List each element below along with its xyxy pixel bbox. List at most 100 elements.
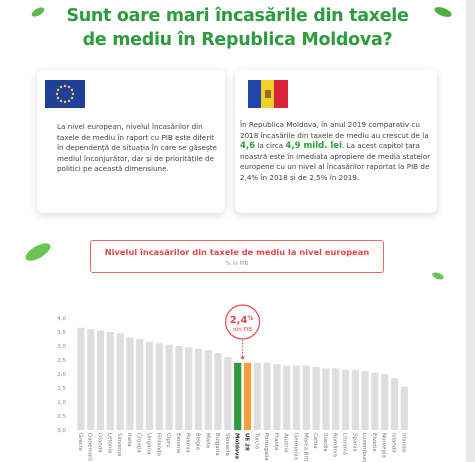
eu-flag (45, 80, 85, 108)
bar (224, 357, 232, 430)
bar (87, 329, 95, 430)
chart-title: Nivelul încasărilor din taxele de mediu … (104, 247, 370, 257)
y-tick-label: 0,0 (57, 428, 66, 434)
highlight: 4,6 (240, 141, 256, 152)
x-tick-label: Franța (273, 433, 279, 450)
chart-header: Nivelul încasărilor din taxele de mediu … (90, 240, 384, 273)
card: În Republica Moldova, în anul 2019 compa… (235, 70, 437, 213)
title: Sunt oare mari încasările din taxele (66, 6, 409, 26)
bar (283, 365, 291, 430)
bar (371, 372, 379, 430)
y-tick-label: 3,5 (57, 330, 66, 336)
bar (400, 386, 408, 430)
x-tick-label: Croația (136, 433, 142, 453)
card-text: În Republica Moldova, în anul 2019 compa… (240, 120, 432, 184)
callout-pin (240, 356, 246, 360)
bar (96, 330, 105, 430)
bar (263, 362, 271, 430)
callout-label: 2,4 (230, 315, 248, 326)
x-tick-label: Olanda (97, 433, 103, 453)
bar (155, 343, 163, 430)
bar (136, 339, 144, 430)
x-tick-label: Slovacia (224, 433, 230, 456)
bar (273, 364, 281, 430)
x-tick-label: Grecia (77, 433, 83, 451)
x-tick-label: Germania (293, 433, 299, 460)
x-tick-label: Austria (283, 433, 289, 452)
bar (234, 362, 242, 430)
bar (322, 368, 330, 430)
bar (126, 337, 134, 430)
x-tick-label: Italia (126, 433, 132, 447)
callout-note: din PIB (233, 327, 252, 333)
x-tick-label: Lituania (342, 433, 348, 455)
x-tick-label: Belgia (195, 433, 201, 450)
x-tick-label: Danemarca (87, 433, 93, 462)
x-tick-label: Estonia (175, 433, 181, 453)
bar (341, 369, 350, 430)
chart: 0,0 0,5 1,0 1,5 2,0 2,5 3,0 3,5 4,0 Grecia Danemar… (57, 304, 408, 462)
x-tick-label: Luxemburg (361, 433, 367, 462)
y-tick-label: 0,5 (57, 414, 66, 420)
bar (204, 350, 212, 430)
bar (145, 341, 154, 430)
x-tick-label: Moldova (234, 433, 240, 459)
bar (361, 371, 369, 430)
x-tick-label: Ungaria (146, 433, 152, 455)
x-tick-label: Marea Britanie (302, 433, 308, 462)
bar (77, 327, 85, 430)
x-tick-label: Elveția (371, 433, 377, 452)
text: la circa (255, 141, 286, 151)
x-tick-label: Malta (204, 433, 210, 448)
x-tick-label: Polonia (185, 433, 191, 453)
x-tick-label: Cehia (312, 433, 318, 449)
bar (312, 367, 320, 430)
card-text: La nivel european, nivelul încasărilor d… (57, 122, 217, 174)
x-tick-label: România (332, 433, 339, 457)
bar (292, 365, 301, 430)
bar (390, 378, 399, 430)
x-tick-label: Suedia (322, 433, 328, 452)
bar (194, 348, 203, 430)
leaf (434, 7, 452, 17)
bar (185, 347, 193, 430)
x-tick-label: Turcia (253, 432, 259, 449)
bar (381, 374, 389, 430)
x-tick-label: Finlanda (155, 433, 161, 456)
chart-subtitle: % în PIB (225, 261, 249, 267)
x-tick-label: Letonia (106, 433, 112, 453)
side-strip (466, 0, 475, 462)
y-tick-label: 1,5 (57, 386, 66, 392)
x-tick-label: Bulgaria (214, 433, 220, 456)
x-tick-label: Spania (351, 433, 357, 452)
leaf (25, 243, 51, 261)
y-tick-label: 2,0 (57, 372, 66, 378)
title: de mediu în Republica Moldova? (82, 30, 393, 50)
x-tick-label: UE 28 (244, 433, 250, 451)
text: În Republica Moldova, în anul 2019 compa… (240, 120, 429, 140)
x-tick-label: Portugalia (263, 433, 269, 461)
x-tick-label: Slovenia (116, 433, 122, 456)
leaf (31, 7, 45, 17)
y-tick-label: 2,5 (57, 358, 66, 364)
x-tick-label: Islanda (391, 433, 397, 453)
y-tick-label: 4,0 (57, 316, 66, 322)
callout-unit: % (247, 315, 253, 322)
x-tick-label: Norvegia (381, 433, 387, 458)
callout-value: 2,4% (230, 315, 254, 326)
text: . La acest capitol țara noastră este în … (240, 141, 431, 182)
bar (116, 333, 124, 430)
x-tick-label: Cipru (165, 433, 171, 448)
highlight: 4,9 mild. lei (285, 141, 342, 152)
bar (214, 353, 222, 430)
bar (175, 346, 183, 430)
bar (106, 332, 114, 430)
leaf (432, 272, 444, 280)
bar (351, 369, 359, 430)
y-tick-label: 1,0 (57, 400, 66, 406)
card: La nivel european, nivelul încasărilor d… (37, 70, 225, 213)
bar (165, 344, 173, 430)
bar (243, 362, 252, 430)
